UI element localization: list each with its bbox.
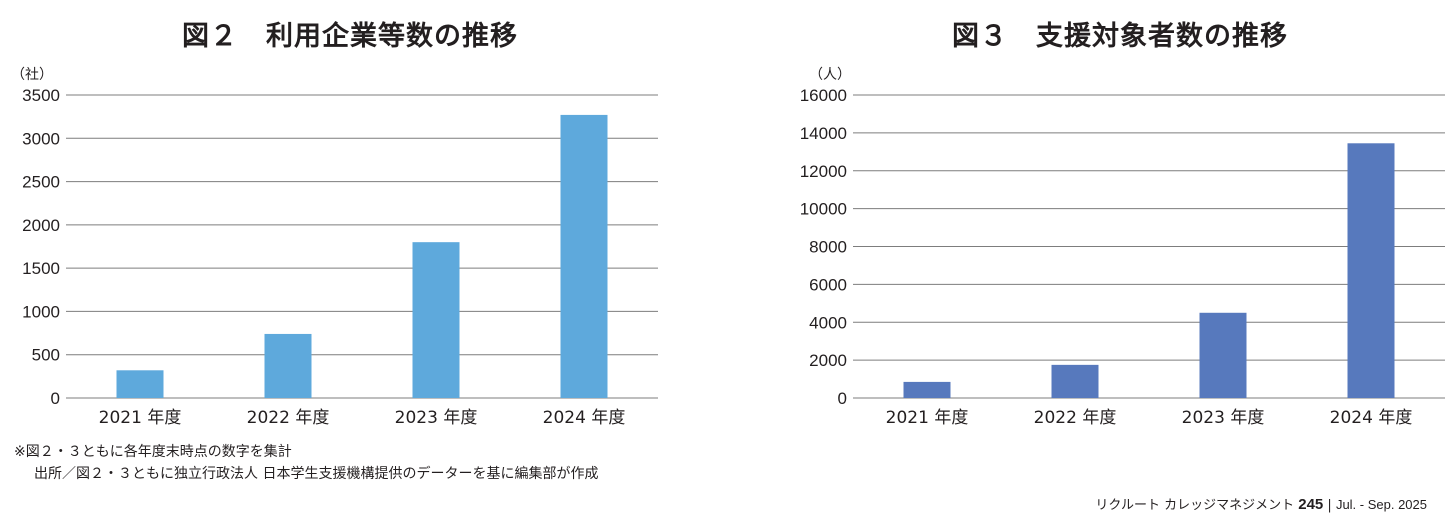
x-category-label: 2023 年度 [1182, 408, 1265, 428]
x-category-label: 2022 年度 [247, 408, 330, 428]
y-tick-label: 0 [838, 389, 847, 408]
bar [116, 370, 164, 398]
y-tick-label: 14000 [800, 124, 847, 143]
issue-period: Jul. - Sep. 2025 [1335, 497, 1427, 512]
y-tick-label: 2000 [809, 351, 847, 370]
bar [1347, 143, 1395, 398]
page-footer: リクルート カレッジマネジメント 245 | Jul. - Sep. 2025 [1095, 494, 1427, 513]
y-tick-label: 10000 [800, 200, 847, 219]
bar [412, 242, 460, 398]
y-tick-label: 16000 [800, 86, 847, 105]
chart-title: 図３ 支援対象者数の推移 [952, 21, 1288, 52]
x-category-label: 2023 年度 [395, 408, 478, 428]
y-tick-label: 1000 [22, 302, 60, 321]
bar [264, 333, 312, 398]
x-category-label: 2022 年度 [1034, 408, 1117, 428]
y-tick-label: 4000 [809, 313, 847, 332]
y-tick-label: 8000 [809, 238, 847, 257]
y-tick-label: 1500 [22, 259, 60, 278]
x-category-label: 2021 年度 [886, 408, 969, 428]
y-tick-label: 500 [32, 346, 60, 365]
y-tick-label: 0 [51, 389, 60, 408]
y-tick-label: 3500 [22, 86, 60, 105]
chart-title: 図２ 利用企業等数の推移 [182, 21, 518, 52]
magazine-name: リクルート カレッジマネジメント [1095, 498, 1295, 513]
bar [560, 114, 608, 398]
footer-separator: | [1327, 498, 1332, 513]
bar [903, 381, 951, 398]
footnote-source: 出所／図２・３ともに独立行政法人 日本学生支援機構提供のデーターを基に編集部が作… [34, 466, 599, 482]
y-axis-unit: （社） [11, 67, 53, 83]
bar [1199, 312, 1247, 398]
x-category-label: 2021 年度 [99, 408, 182, 428]
x-category-label: 2024 年度 [543, 408, 626, 428]
bar [1051, 364, 1099, 398]
y-tick-label: 2500 [22, 173, 60, 192]
y-tick-label: 6000 [809, 275, 847, 294]
x-category-label: 2024 年度 [1330, 408, 1413, 428]
y-tick-label: 12000 [800, 162, 847, 181]
page-number: 245 [1298, 496, 1324, 513]
y-axis-unit: （人） [809, 67, 851, 83]
footnote-aggregation: ※図２・３ともに各年度末時点の数字を集計 [14, 444, 292, 460]
y-tick-label: 3000 [22, 129, 60, 148]
y-tick-label: 2000 [22, 216, 60, 235]
